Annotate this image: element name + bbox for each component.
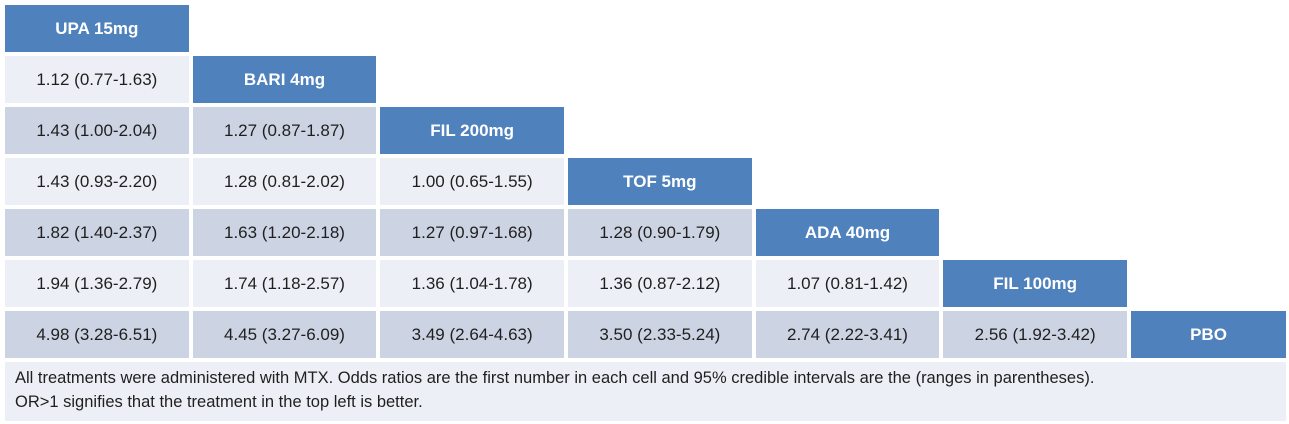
or-cell: 2.74 (2.22-3.41) [755,311,940,358]
treatment-header-tof-5mg: TOF 5mg [568,158,752,205]
footnote-line-2: OR>1 signifies that the treatment in the… [15,392,423,411]
treatment-header-fil-200mg: FIL 200mg [380,107,564,154]
treatment-header-ada-40mg: ADA 40mg [755,209,940,256]
or-cell: 3.50 (2.33-5.24) [568,311,752,358]
or-cell: 1.07 (0.81-1.42) [755,260,940,307]
treatment-header-fil-100mg: FIL 100mg [943,260,1127,307]
or-cell: 1.27 (0.87-1.87) [192,107,377,154]
treatment-header-upa-15mg: UPA 15mg [5,5,189,52]
or-cell: 1.28 (0.90-1.79) [568,209,752,256]
or-cell: 1.82 (1.40-2.37) [5,209,189,256]
table-row: 1.94 (1.36-2.79) 1.74 (1.18-2.57) 1.36 (… [5,260,1286,307]
table-row: 1.12 (0.77-1.63) BARI 4mg [5,56,1286,103]
or-cell: 3.49 (2.64-4.63) [380,311,564,358]
or-cell: 1.00 (0.65-1.55) [380,158,564,205]
or-cell: 1.28 (0.81-2.02) [192,158,377,205]
or-cell: 1.27 (0.97-1.68) [380,209,564,256]
league-table: UPA 15mg 1.12 (0.77-1.63) BARI 4mg 1.43 … [5,5,1286,362]
or-cell: 1.36 (0.87-2.12) [568,260,752,307]
table-row: 4.98 (3.28-6.51) 4.45 (3.27-6.09) 3.49 (… [5,311,1286,358]
or-cell: 2.56 (1.92-3.42) [943,311,1127,358]
or-cell: 1.36 (1.04-1.78) [380,260,564,307]
or-cell: 1.43 (1.00-2.04) [5,107,189,154]
or-cell: 4.98 (3.28-6.51) [5,311,189,358]
table-row: UPA 15mg [5,5,1286,52]
table-row: 1.43 (1.00-2.04) 1.27 (0.87-1.87) FIL 20… [5,107,1286,154]
footnote-line-1: All treatments were administered with MT… [15,369,1095,387]
treatment-header-pbo: PBO [1131,311,1286,358]
footnote: All treatments were administered with MT… [5,362,1286,421]
table-row: 1.43 (0.93-2.20) 1.28 (0.81-2.02) 1.00 (… [5,158,1286,205]
or-cell: 4.45 (3.27-6.09) [192,311,377,358]
or-cell: 1.94 (1.36-2.79) [5,260,189,307]
or-cell: 1.12 (0.77-1.63) [5,56,189,103]
table-row: 1.82 (1.40-2.37) 1.63 (1.20-2.18) 1.27 (… [5,209,1286,256]
treatment-header-bari-4mg: BARI 4mg [192,56,377,103]
or-cell: 1.43 (0.93-2.20) [5,158,189,205]
or-cell: 1.63 (1.20-2.18) [192,209,377,256]
or-cell: 1.74 (1.18-2.57) [192,260,377,307]
